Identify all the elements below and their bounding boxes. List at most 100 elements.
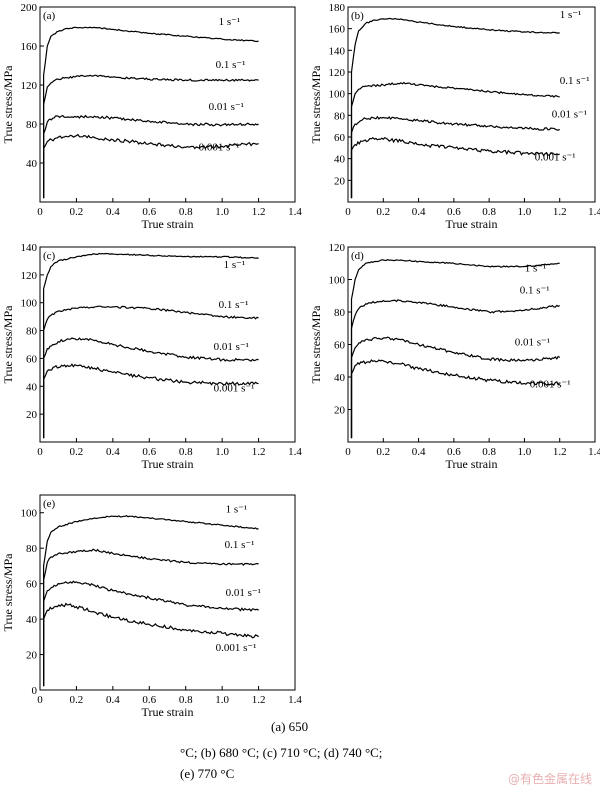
series-label: 0.01 s⁻¹	[515, 337, 550, 349]
series-line	[43, 26, 259, 199]
x-axis-label: True strain	[446, 217, 498, 231]
x-tick-label: 0.4	[106, 446, 120, 458]
y-tick-label: 40	[26, 381, 38, 393]
series-label: 1 s⁻¹	[224, 259, 246, 271]
x-tick-label: 0	[37, 206, 43, 218]
caption-line-2: °C; (b) 680 °C; (c) 710 °C; (d) 740 °C;	[180, 745, 383, 760]
x-tick-label: 1.4	[288, 694, 302, 706]
panel-label: (c)	[43, 250, 56, 262]
x-tick-label: 0.6	[142, 206, 156, 218]
x-tick-label: 0	[37, 694, 43, 706]
x-tick-label: 0.4	[106, 694, 120, 706]
x-tick-label: 0.4	[412, 446, 426, 458]
y-tick-label: 60	[334, 340, 346, 352]
x-tick-label: 0	[37, 446, 43, 458]
y-tick-label: 80	[26, 326, 38, 338]
series-line	[350, 359, 561, 439]
x-tick-label: 0.2	[70, 694, 84, 706]
x-tick-label: 0.2	[70, 206, 84, 218]
series-line	[350, 258, 560, 439]
y-axis-label: True stress/MPa	[1, 65, 15, 144]
y-tick-label: 140	[329, 45, 346, 57]
y-tick-label: 120	[329, 67, 346, 79]
x-tick-label: 0.4	[106, 206, 120, 218]
plot-frame	[39, 246, 296, 443]
y-tick-label: 20	[26, 409, 38, 421]
series-label: 0.01 s⁻¹	[209, 101, 244, 113]
x-tick-label: 1.0	[215, 694, 229, 706]
x-tick-label: 1.4	[588, 446, 600, 458]
x-tick-label: 1.0	[518, 206, 532, 218]
x-tick-label: 0.4	[412, 206, 426, 218]
y-axis-label: True stress/MPa	[1, 553, 15, 632]
series-line	[350, 81, 560, 199]
series-label: 0.01 s⁻¹	[214, 341, 249, 353]
series-label: 0.01 s⁻¹	[226, 587, 261, 599]
plot-frame	[39, 6, 296, 203]
series-line	[43, 602, 259, 687]
series-label: 0.001 s⁻¹	[530, 379, 571, 391]
series-label: 1 s⁻¹	[560, 9, 582, 21]
x-tick-label: 1.0	[518, 446, 532, 458]
y-tick-label: 40	[334, 372, 346, 384]
series-line	[43, 580, 259, 687]
x-tick-label: 1.4	[288, 206, 302, 218]
y-tick-label: 20	[334, 405, 346, 417]
y-tick-label: 120	[329, 242, 346, 254]
plot-frame	[347, 6, 596, 203]
x-tick-label: 0.8	[179, 206, 193, 218]
y-tick-label: 0	[32, 685, 38, 697]
series-line	[43, 133, 259, 199]
series-line	[43, 305, 259, 439]
series-label: 1 s⁻¹	[219, 16, 241, 28]
chart-panel-c: 0 0.2 0.4 0.6 0.8 1.0 1.2 1.4 20 40 60 80 100 120 140 (…	[1, 242, 302, 471]
x-tick-label: 0.6	[142, 446, 156, 458]
y-tick-label: 60	[334, 132, 346, 144]
x-tick-label: 1.0	[215, 446, 229, 458]
x-axis-label: True strain	[142, 705, 194, 719]
x-tick-label: 1.2	[252, 446, 266, 458]
y-tick-label: 80	[26, 119, 38, 131]
series-line	[350, 136, 560, 199]
y-axis-label: True stress/MPa	[309, 305, 323, 384]
x-axis-label: True strain	[142, 217, 194, 231]
y-tick-label: 180	[329, 2, 346, 14]
y-tick-label: 160	[329, 24, 346, 36]
series-line	[350, 299, 561, 439]
series-label: 0.001 s⁻¹	[535, 151, 576, 163]
series-line	[43, 515, 259, 687]
series-line	[43, 74, 259, 199]
panel-label: (a)	[43, 10, 56, 22]
series-label: 0.001 s⁻¹	[214, 383, 255, 395]
y-axis-label: True stress/MPa	[1, 305, 15, 384]
x-tick-label: 0.2	[70, 446, 84, 458]
y-tick-label: 40	[26, 158, 38, 170]
series-label: 0.001 s⁻¹	[216, 642, 257, 654]
x-tick-label: 1.2	[553, 446, 567, 458]
x-tick-label: 0.8	[482, 206, 496, 218]
caption-line-3: (e) 770 °C	[180, 766, 235, 781]
series-line	[350, 115, 560, 199]
y-tick-label: 60	[26, 353, 38, 365]
panel-label: (d)	[351, 250, 364, 262]
series-line	[350, 336, 561, 439]
x-axis-label: True strain	[446, 457, 498, 471]
chart-panel-d: 0 0.2 0.4 0.6 0.8 1.0 1.2 1.4 20 40 60 80 100 120 (d) T…	[309, 242, 600, 471]
series-line	[43, 363, 259, 439]
y-tick-label: 80	[334, 307, 346, 319]
series-label: 0.1 s⁻¹	[219, 299, 249, 311]
y-tick-label: 140	[21, 242, 38, 254]
x-tick-label: 0.6	[142, 694, 156, 706]
series-line	[350, 17, 560, 199]
series-line	[43, 337, 259, 439]
y-tick-label: 160	[21, 41, 38, 53]
plot-frame	[39, 494, 296, 691]
x-axis-label: True strain	[142, 457, 194, 471]
y-tick-label: 80	[334, 110, 346, 122]
x-tick-label: 0.6	[447, 446, 461, 458]
series-label: 0.001 s⁻¹	[199, 142, 240, 154]
x-tick-label: 0	[345, 206, 351, 218]
series-label: 1 s⁻¹	[525, 262, 547, 274]
y-tick-label: 100	[329, 275, 346, 287]
